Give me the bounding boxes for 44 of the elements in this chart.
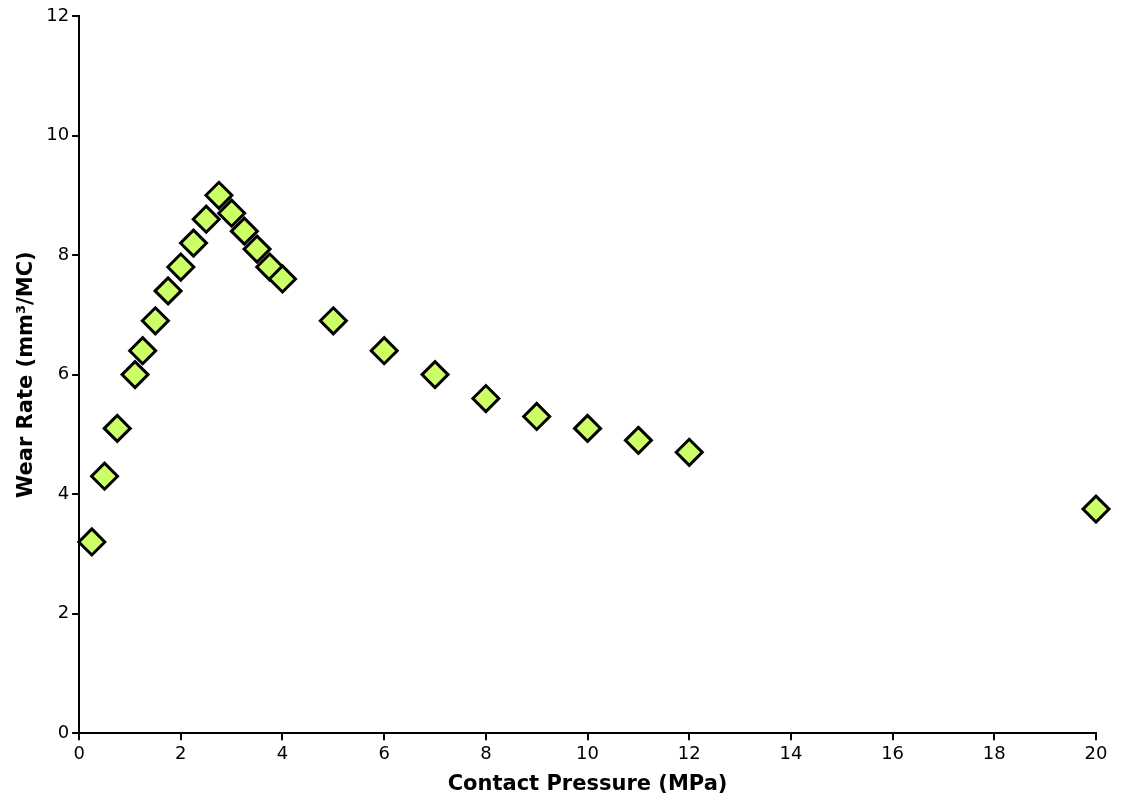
x-tick-label: 12 — [677, 741, 701, 763]
x-tick-label: 0 — [73, 741, 85, 763]
x-tick-label: 2 — [175, 741, 187, 763]
point — [77, 527, 107, 557]
point — [128, 336, 158, 366]
point — [242, 234, 272, 264]
y-tick-label: 10 — [46, 123, 70, 145]
y-tick-label: 6 — [57, 362, 70, 384]
point — [102, 413, 132, 443]
point — [217, 198, 247, 228]
point — [120, 360, 150, 390]
point — [623, 425, 653, 455]
point — [267, 264, 297, 294]
point — [153, 276, 183, 306]
y-tick-label: 8 — [57, 242, 70, 264]
x-tick-label: 16 — [881, 741, 905, 763]
x-tick-label: 20 — [1084, 741, 1108, 763]
y-tick-label: 2 — [57, 601, 70, 623]
point — [229, 216, 259, 246]
x-tick-label: 4 — [276, 741, 289, 763]
y-tick-label: 12 — [46, 3, 70, 25]
point — [573, 413, 603, 443]
point — [140, 306, 170, 336]
point — [369, 336, 399, 366]
x-tick-label: 14 — [779, 741, 803, 763]
point — [420, 360, 450, 390]
point — [204, 180, 234, 210]
point — [90, 461, 120, 491]
x-tick-label: 6 — [378, 741, 390, 763]
point — [191, 204, 221, 234]
point — [522, 401, 552, 431]
point — [179, 228, 209, 258]
y-tick-label: 4 — [57, 481, 70, 503]
point — [471, 384, 501, 414]
x-tick-label: 10 — [576, 741, 600, 763]
y-tick-label: 0 — [57, 720, 70, 742]
y-axis-title: Wear Rate (mm³/MC) — [13, 251, 38, 498]
point — [1081, 494, 1111, 524]
x-tick-label: 18 — [982, 741, 1006, 763]
point — [674, 437, 704, 467]
point — [318, 306, 348, 336]
point — [166, 252, 196, 282]
x-tick-label: 8 — [480, 741, 492, 763]
x-axis-title: Contact Pressure (MPa) — [447, 770, 728, 795]
